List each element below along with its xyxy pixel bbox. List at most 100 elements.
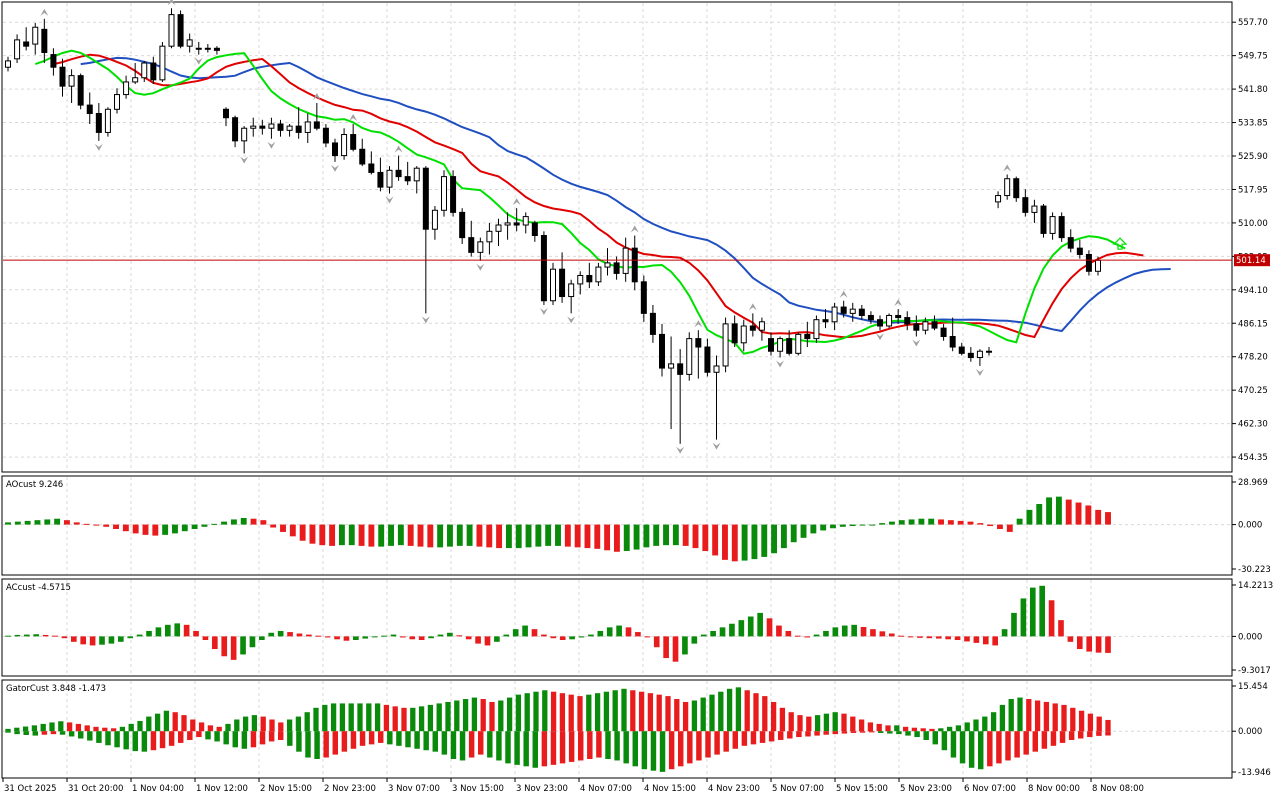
candle-body[interactable] bbox=[50, 54, 57, 68]
candle-body[interactable] bbox=[958, 346, 965, 354]
candle-body[interactable] bbox=[522, 216, 529, 226]
candle-body[interactable] bbox=[886, 314, 893, 327]
candle-body[interactable] bbox=[377, 171, 384, 188]
candle-body[interactable] bbox=[613, 262, 620, 274]
candle-body[interactable] bbox=[268, 123, 275, 129]
candle-body[interactable] bbox=[23, 41, 30, 47]
candle-body[interactable] bbox=[114, 94, 120, 110]
candle-body[interactable] bbox=[186, 39, 193, 47]
candle-body[interactable] bbox=[359, 148, 366, 165]
candle-body[interactable] bbox=[59, 66, 66, 87]
candle-body[interactable] bbox=[986, 350, 992, 353]
candle-body[interactable] bbox=[413, 167, 420, 182]
candle-body[interactable] bbox=[976, 350, 983, 359]
candle-body[interactable] bbox=[486, 230, 493, 243]
candle-body[interactable] bbox=[368, 163, 375, 173]
candle-body[interactable] bbox=[1013, 178, 1020, 199]
candle-body[interactable] bbox=[722, 323, 729, 367]
candle-body[interactable] bbox=[68, 75, 75, 87]
candle-body[interactable] bbox=[132, 77, 139, 83]
candle-body[interactable] bbox=[940, 327, 947, 338]
candle-body[interactable] bbox=[1085, 253, 1092, 272]
candle-body[interactable] bbox=[695, 338, 702, 348]
candle-body[interactable] bbox=[123, 81, 130, 96]
candle-body[interactable] bbox=[640, 281, 647, 314]
candle-body[interactable] bbox=[77, 75, 84, 106]
candle-body[interactable] bbox=[568, 283, 575, 298]
candle-body[interactable] bbox=[513, 222, 520, 226]
candle-body[interactable] bbox=[250, 125, 257, 129]
candle-body[interactable] bbox=[504, 222, 511, 226]
candle-body[interactable] bbox=[540, 235, 547, 302]
candle-body[interactable] bbox=[1067, 237, 1074, 249]
candle-body[interactable] bbox=[758, 321, 765, 331]
candle-body[interactable] bbox=[995, 195, 1002, 203]
candle-body[interactable] bbox=[32, 26, 39, 45]
candle-body[interactable] bbox=[1031, 205, 1038, 213]
candle-body[interactable] bbox=[731, 323, 738, 344]
candle-body[interactable] bbox=[813, 319, 820, 340]
candle-body[interactable] bbox=[159, 45, 166, 81]
candle-body[interactable] bbox=[177, 14, 184, 47]
candle-body[interactable] bbox=[531, 222, 538, 237]
candle-body[interactable] bbox=[740, 325, 747, 344]
candle-body[interactable] bbox=[477, 241, 484, 253]
candle-body[interactable] bbox=[777, 338, 784, 352]
candle-body[interactable] bbox=[1058, 216, 1065, 239]
candle-body[interactable] bbox=[5, 60, 11, 68]
candle-body[interactable] bbox=[967, 352, 974, 359]
price-panel-frame[interactable] bbox=[1, 1, 1233, 473]
candle-body[interactable] bbox=[86, 104, 93, 115]
candle-body[interactable] bbox=[41, 28, 48, 53]
candle-body[interactable] bbox=[931, 321, 938, 329]
candle-body[interactable] bbox=[822, 319, 829, 323]
candle-body[interactable] bbox=[386, 169, 393, 188]
candle-body[interactable] bbox=[104, 108, 111, 133]
candle-body[interactable] bbox=[241, 127, 248, 142]
candle-body[interactable] bbox=[1004, 178, 1011, 197]
candle-body[interactable] bbox=[295, 125, 302, 133]
candle-body[interactable] bbox=[395, 169, 402, 178]
candle-body[interactable] bbox=[586, 275, 593, 283]
candle-body[interactable] bbox=[904, 317, 911, 325]
candle-body[interactable] bbox=[1076, 247, 1083, 255]
candle-body[interactable] bbox=[431, 209, 438, 230]
candle-body[interactable] bbox=[595, 266, 602, 283]
candle-body[interactable] bbox=[441, 176, 447, 211]
candle-body[interactable] bbox=[150, 62, 157, 81]
candle-body[interactable] bbox=[422, 167, 429, 230]
candle-body[interactable] bbox=[468, 237, 475, 253]
candle-body[interactable] bbox=[559, 268, 566, 298]
candle-body[interactable] bbox=[649, 312, 656, 335]
candle-body[interactable] bbox=[704, 346, 711, 373]
candle-body[interactable] bbox=[204, 47, 211, 50]
candle-body[interactable] bbox=[450, 176, 457, 213]
candle-body[interactable] bbox=[867, 314, 874, 321]
candle-body[interactable] bbox=[749, 325, 756, 331]
candle-body[interactable] bbox=[404, 176, 411, 182]
candle-body[interactable] bbox=[313, 121, 320, 129]
candle-body[interactable] bbox=[913, 323, 920, 331]
candle-body[interactable] bbox=[223, 108, 229, 119]
candle-body[interactable] bbox=[849, 308, 856, 314]
candle-body[interactable] bbox=[831, 306, 838, 323]
candle-body[interactable] bbox=[259, 125, 266, 129]
candle-body[interactable] bbox=[232, 117, 239, 142]
candle-body[interactable] bbox=[1022, 197, 1029, 213]
candle-body[interactable] bbox=[168, 14, 175, 47]
candle-body[interactable] bbox=[459, 211, 466, 239]
candle-body[interactable] bbox=[786, 338, 793, 354]
candle-body[interactable] bbox=[1040, 205, 1047, 234]
candle-body[interactable] bbox=[277, 123, 284, 131]
candle-body[interactable] bbox=[195, 47, 202, 50]
candle-body[interactable] bbox=[895, 314, 902, 319]
candle-body[interactable] bbox=[631, 247, 638, 283]
candle-body[interactable] bbox=[668, 363, 675, 369]
candle-body[interactable] bbox=[922, 321, 929, 331]
candle-body[interactable] bbox=[1095, 259, 1101, 272]
candle-body[interactable] bbox=[949, 336, 956, 348]
candle-body[interactable] bbox=[795, 333, 802, 354]
candle-body[interactable] bbox=[677, 363, 684, 375]
candle-body[interactable] bbox=[604, 262, 611, 268]
